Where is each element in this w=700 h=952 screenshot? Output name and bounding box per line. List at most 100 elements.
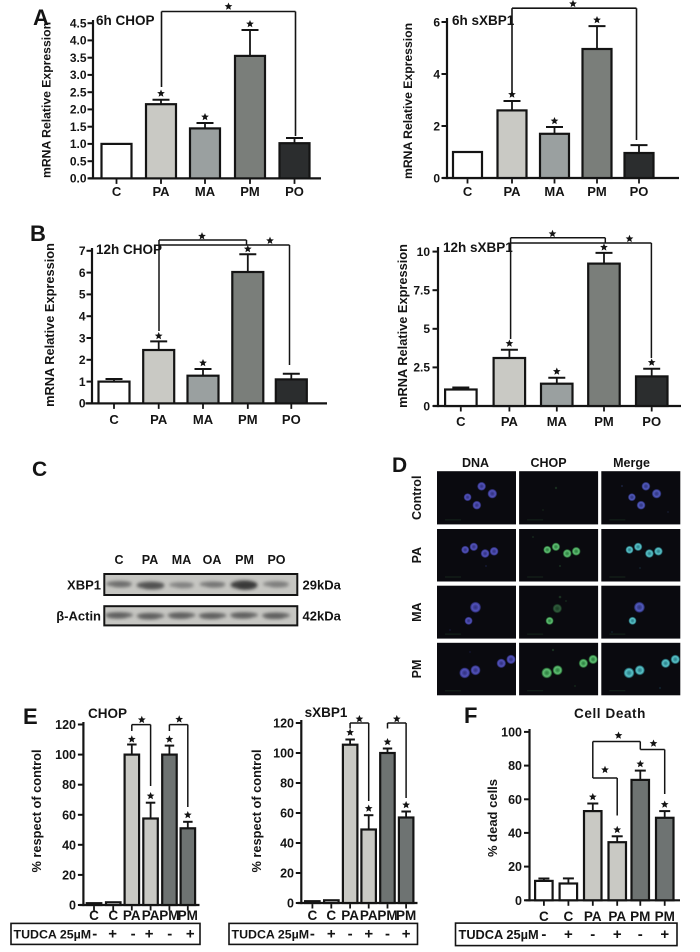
svg-text:6: 6 (79, 266, 86, 280)
svg-text:3.5: 3.5 (70, 51, 87, 65)
svg-text:-: - (310, 926, 315, 943)
svg-text:+: + (564, 926, 573, 943)
svg-text:20: 20 (280, 867, 294, 881)
svg-text:0: 0 (287, 897, 294, 911)
svg-text:PO: PO (285, 184, 304, 199)
svg-text:CHOP: CHOP (530, 456, 566, 470)
svg-text:12h sXBP1: 12h sXBP1 (443, 240, 513, 255)
svg-text:XBP1: XBP1 (67, 578, 101, 593)
svg-text:0: 0 (79, 397, 86, 411)
svg-text:1.0: 1.0 (70, 137, 87, 151)
svg-text:PA: PA (503, 184, 521, 199)
svg-text:120: 120 (55, 718, 76, 732)
svg-text:F: F (464, 703, 477, 728)
svg-text:PM: PM (159, 908, 179, 923)
svg-text:-: - (131, 926, 136, 943)
svg-text:MA: MA (544, 184, 565, 199)
svg-text:Merge: Merge (613, 456, 650, 470)
svg-text:+: + (364, 926, 373, 943)
svg-text:PA: PA (410, 547, 424, 563)
svg-text:60: 60 (280, 807, 294, 821)
svg-text:0: 0 (515, 894, 522, 908)
svg-text:C: C (109, 412, 119, 427)
svg-text:4.5: 4.5 (70, 17, 87, 31)
svg-text:80: 80 (508, 759, 522, 773)
svg-text:PM: PM (594, 414, 614, 429)
svg-text:PM: PM (178, 908, 198, 923)
svg-text:-: - (385, 926, 390, 943)
svg-text:PM: PM (630, 909, 650, 924)
svg-text:PA: PA (360, 908, 378, 923)
svg-text:PO: PO (630, 184, 649, 199)
svg-text:PM: PM (238, 412, 257, 427)
svg-text:D: D (392, 454, 407, 477)
svg-text:sXBP1: sXBP1 (305, 705, 348, 720)
svg-text:PA: PA (584, 909, 602, 924)
svg-text:E: E (23, 704, 38, 729)
svg-text:2: 2 (433, 119, 440, 133)
svg-text:6h sXBP1: 6h sXBP1 (452, 13, 515, 28)
svg-text:6: 6 (433, 15, 440, 29)
svg-text:C: C (463, 184, 473, 199)
svg-text:C: C (114, 553, 123, 567)
svg-text:% respect of control: % respect of control (29, 749, 44, 872)
svg-text:+: + (186, 926, 195, 943)
svg-text:A: A (33, 5, 49, 30)
svg-text:CHOP: CHOP (88, 706, 127, 721)
svg-text:2.5: 2.5 (413, 361, 430, 375)
svg-text:TUDCA 25µM: TUDCA 25µM (459, 927, 539, 942)
svg-text:4.0: 4.0 (70, 34, 87, 48)
svg-text:% dead cells: % dead cells (485, 779, 500, 857)
svg-text:100: 100 (273, 747, 294, 761)
svg-text:40: 40 (508, 826, 522, 840)
svg-text:Control: Control (410, 476, 424, 520)
svg-text:1: 1 (79, 375, 86, 389)
svg-text:+: + (327, 926, 336, 943)
svg-text:0: 0 (69, 899, 76, 913)
svg-text:Cell Death: Cell Death (574, 706, 646, 721)
svg-text:MA: MA (172, 553, 191, 567)
svg-text:TUDCA 25µM: TUDCA 25µM (232, 928, 310, 942)
svg-text:+: + (660, 926, 669, 943)
svg-text:PO: PO (267, 553, 285, 567)
svg-text:100: 100 (55, 748, 76, 762)
svg-text:60: 60 (508, 793, 522, 807)
svg-text:+: + (613, 926, 622, 943)
svg-text:42kDa: 42kDa (303, 609, 342, 624)
svg-text:PA: PA (608, 909, 626, 924)
svg-text:C: C (108, 908, 118, 923)
svg-text:12h CHOP: 12h CHOP (96, 242, 162, 257)
svg-text:PM: PM (410, 660, 424, 679)
svg-text:120: 120 (273, 717, 294, 731)
svg-text:2.5: 2.5 (70, 86, 87, 100)
svg-text:+: + (145, 926, 154, 943)
svg-text:2.0: 2.0 (70, 103, 87, 117)
svg-text:0.0: 0.0 (70, 172, 87, 186)
svg-text:PM: PM (396, 908, 416, 923)
svg-text:PA: PA (501, 414, 519, 429)
svg-text:C: C (89, 908, 99, 923)
svg-text:C: C (456, 414, 466, 429)
svg-text:3.0: 3.0 (70, 68, 87, 82)
svg-text:7: 7 (79, 244, 86, 258)
svg-text:C: C (326, 908, 336, 923)
svg-text:-: - (348, 926, 353, 943)
svg-text:PA: PA (152, 184, 170, 199)
svg-text:MA: MA (195, 184, 216, 199)
svg-text:MA: MA (193, 412, 214, 427)
svg-text:mRNA Relative Expression: mRNA Relative Expression (395, 244, 410, 408)
svg-text:mRNA Relative Expression: mRNA Relative Expression (40, 22, 54, 178)
svg-text:OA: OA (203, 553, 222, 567)
svg-text:29kDa: 29kDa (303, 578, 342, 593)
svg-text:-: - (638, 926, 643, 943)
svg-text:5: 5 (423, 322, 430, 336)
svg-text:PM: PM (587, 184, 607, 199)
svg-text:-: - (92, 926, 97, 943)
svg-text:-: - (167, 926, 172, 943)
svg-text:+: + (108, 926, 117, 943)
svg-text:80: 80 (62, 778, 76, 792)
svg-text:MA: MA (410, 602, 424, 621)
svg-text:100: 100 (501, 725, 522, 739)
svg-text:PA: PA (341, 908, 359, 923)
svg-text:PA: PA (142, 908, 160, 923)
